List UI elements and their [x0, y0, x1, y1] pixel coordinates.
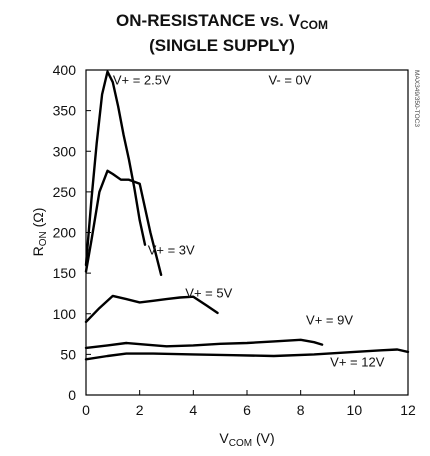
y-axis-label-sub: ON: [38, 231, 49, 246]
annotation-label: V+ = 5V: [185, 286, 232, 301]
x-tick-label: 6: [243, 402, 251, 418]
series-line-4: [84, 338, 324, 350]
y-tick-label: 0: [68, 387, 76, 403]
x-tick-label: 0: [82, 402, 90, 418]
x-axis-label-main: V: [219, 430, 229, 446]
y-axis-label: RON (Ω): [30, 208, 49, 257]
x-tick-label: 4: [189, 402, 197, 418]
series-line-5: [84, 348, 410, 361]
y-axis-label-unit: (Ω): [30, 208, 46, 232]
y-axis-ticks: 0 50 100 150 200 250 300 350 400: [53, 62, 91, 403]
x-tick-label: 12: [400, 402, 416, 418]
x-tick-label: 2: [136, 402, 144, 418]
annotation-label: V- = 0V: [268, 73, 311, 88]
y-tick-label: 150: [53, 265, 77, 281]
side-part-label: MAX349/350-TOC3: [413, 70, 420, 127]
y-tick-label: 200: [53, 225, 77, 241]
y-tick-label: 400: [53, 62, 77, 78]
x-axis-label: VCOM (V): [219, 430, 274, 449]
y-tick-label: 250: [53, 184, 77, 200]
y-tick-label: 350: [53, 103, 77, 119]
series-line-1: [84, 70, 147, 267]
y-axis-label-main: R: [30, 246, 46, 256]
series-group: [84, 70, 410, 361]
chart-title-sub: COM: [300, 18, 328, 32]
x-axis-label-unit: (V): [252, 430, 275, 446]
x-tick-label: 8: [297, 402, 305, 418]
annotation-label: V+ = 3V: [148, 242, 195, 257]
chart-title-main: ON-RESISTANCE vs. V: [116, 11, 301, 30]
annotation-label: V+ = 12V: [330, 355, 385, 370]
series-line-3: [84, 294, 219, 324]
plot-frame: [85, 69, 409, 396]
chart-subtitle: (SINGLE SUPPLY): [149, 36, 295, 55]
series-line-2: [84, 169, 163, 276]
annotation-label: V+ = 9V: [306, 312, 353, 327]
chart-title-line1: ON-RESISTANCE vs. VCOM: [116, 11, 328, 32]
x-tick-label: 10: [347, 402, 363, 418]
y-tick-label: 300: [53, 143, 77, 159]
x-axis-ticks: 0 2 4 6 8 10 12: [82, 390, 416, 418]
x-axis-label-sub: COM: [229, 438, 252, 449]
y-tick-label: 50: [60, 346, 76, 362]
y-tick-label: 100: [53, 306, 77, 322]
annotations-group: V- = 0V V+ = 2.5V V+ = 3V V+ = 5V V+ = 9V V+ …: [113, 73, 385, 370]
annotation-label: V+ = 2.5V: [113, 73, 171, 88]
